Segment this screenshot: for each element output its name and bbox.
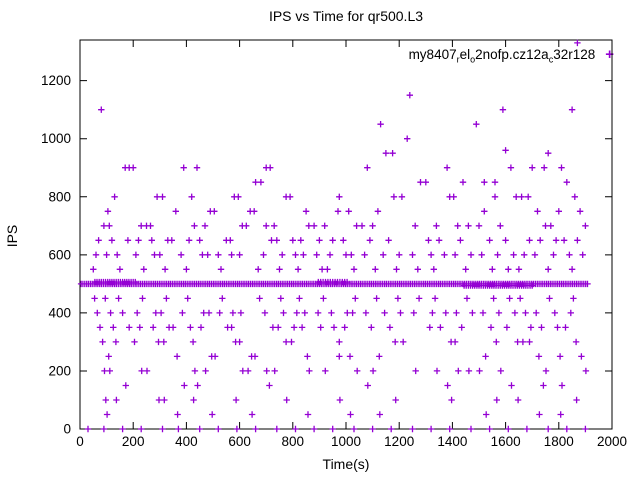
x-tick-label: 1400 [437,434,467,449]
y-tick-label: 1000 [41,131,71,146]
x-tick-label: 0 [76,434,84,449]
x-tick-label: 1000 [331,434,361,449]
y-tick-label: 0 [63,422,71,437]
x-tick-label: 200 [122,434,145,449]
x-tick-label: 1800 [544,434,574,449]
x-tick-label: 600 [228,434,251,449]
y-tick-label: 200 [48,363,71,378]
x-tick-label: 1200 [384,434,414,449]
legend-series-label: my8407relo2nofp.cz12ac32r128 [408,47,596,65]
x-tick-label: 2000 [597,434,627,449]
legend: my8407relo2nofp.cz12ac32r128 + [409,47,614,65]
x-axis-title: Time(s) [322,456,370,472]
y-tick-label: 800 [48,189,71,204]
legend-plus-marker: + [605,46,614,63]
chart-title: IPS vs Time for qr500.L3 [268,8,424,24]
x-tick-label: 400 [175,434,198,449]
y-tick-label: 1200 [41,73,71,88]
y-tick-label: 400 [48,305,71,320]
x-tick-label: 800 [282,434,305,449]
scatter-points [77,39,591,433]
y-tick-label: 600 [48,247,71,262]
x-tick-label: 1600 [491,434,521,449]
